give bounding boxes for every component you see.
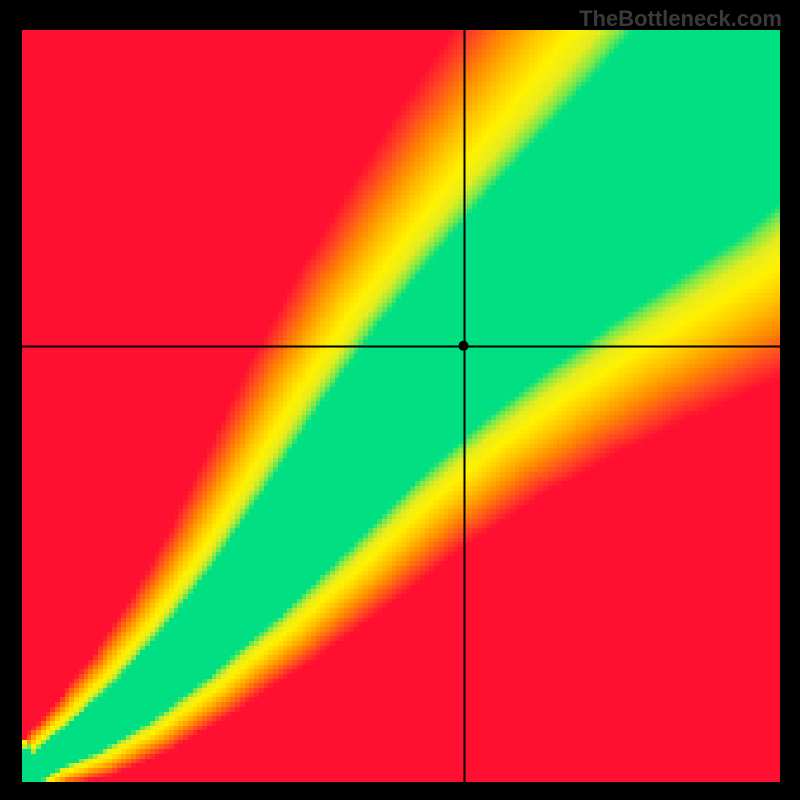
bottleneck-heatmap <box>0 0 800 800</box>
